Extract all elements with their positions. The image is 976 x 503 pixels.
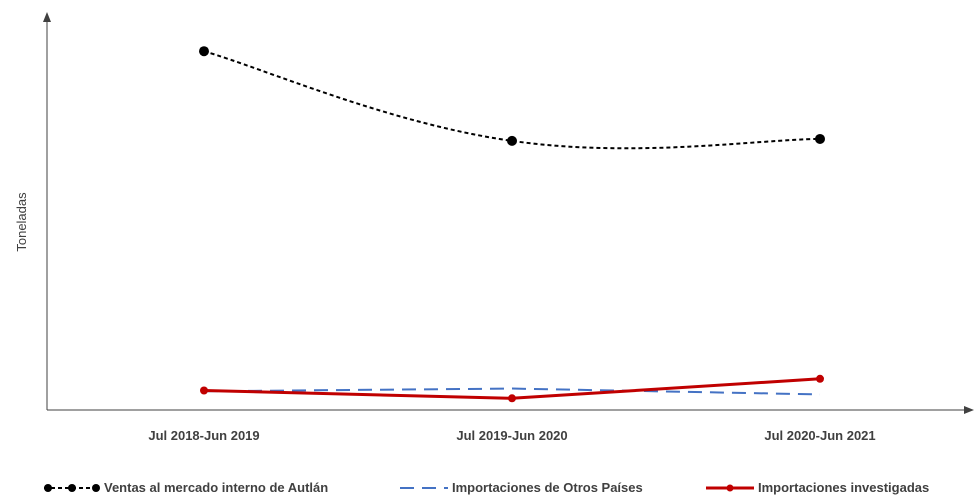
legend-label-1: Ventas al mercado interno de Autlán (104, 480, 328, 495)
x-axis-arrow-icon (964, 406, 974, 414)
series-1-point-1 (199, 46, 209, 57)
series-1-point-3 (815, 133, 825, 144)
legend-marker-3-1 (726, 484, 734, 492)
legend-marker-1-1 (44, 484, 52, 492)
legend-item-3: Importaciones investigadas (706, 480, 929, 495)
x-tick-labels: Jul 2018-Jun 2019 Jul 2019-Jun 2020 Jul 20… (148, 428, 875, 443)
x-tick-label-3: Jul 2020-Jun 2021 (764, 428, 875, 443)
series-3-point-3 (816, 374, 824, 383)
legend-marker-1-3 (92, 484, 100, 492)
x-tick-label-1: Jul 2018-Jun 2019 (148, 428, 259, 443)
y-axis-title: Toneladas (14, 192, 29, 252)
legend-label-2: Importaciones de Otros Países (452, 480, 643, 495)
legend-label-3: Importaciones investigadas (758, 480, 929, 495)
legend-marker-1-2 (68, 484, 76, 492)
series-1-point-2 (507, 135, 517, 146)
legend-item-1: Ventas al mercado interno de Autlán (44, 480, 328, 495)
legend-item-2: Importaciones de Otros Países (400, 480, 643, 495)
y-axis-arrow-icon (43, 12, 51, 22)
legend: Ventas al mercado interno de Autlán Impor… (44, 480, 929, 495)
series-line-1 (203, 50, 821, 150)
x-tick-label-2: Jul 2019-Jun 2020 (456, 428, 567, 443)
series-3-point-2 (508, 394, 516, 403)
series-layer (199, 46, 825, 403)
series-3-point-1 (200, 386, 208, 395)
series-line-2 (203, 387, 821, 396)
chart-axes (43, 12, 974, 414)
